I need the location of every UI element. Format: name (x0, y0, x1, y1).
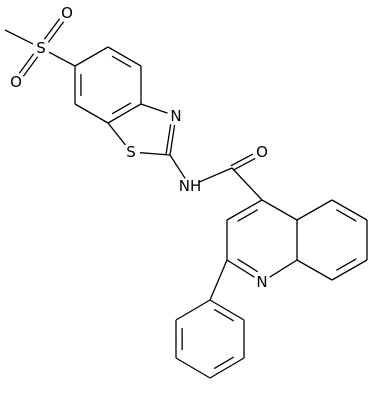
bond (169, 124, 176, 156)
bond (261, 199, 298, 221)
bond (22, 56, 39, 77)
bond (18, 53, 35, 74)
bonds (4, 18, 368, 379)
bond (213, 308, 235, 322)
atom-label: NH (179, 177, 202, 195)
bond (47, 21, 65, 43)
bond (296, 259, 333, 281)
bond (226, 259, 255, 278)
bond (198, 167, 233, 184)
atom-label: O (61, 4, 73, 22)
bond (213, 356, 235, 370)
bond (231, 167, 263, 201)
bond (74, 46, 109, 67)
bond (165, 124, 172, 155)
bond (209, 299, 245, 321)
bond (209, 259, 228, 301)
bond (139, 152, 171, 156)
atom-label: N (256, 273, 267, 291)
bond (335, 209, 357, 222)
bond (237, 209, 259, 222)
atom-label: S (36, 39, 46, 57)
atom-label: S (126, 143, 136, 161)
bond (140, 103, 168, 114)
bond (43, 18, 61, 40)
bond (111, 55, 132, 68)
bond (74, 103, 109, 124)
bond (335, 258, 357, 271)
bond (230, 153, 254, 167)
bond (48, 51, 76, 67)
bond (331, 199, 368, 221)
bond (107, 103, 142, 124)
bond (237, 258, 259, 273)
bond (169, 154, 186, 179)
atom-label: N (170, 107, 181, 125)
atom-label: O (256, 143, 268, 161)
bond (296, 199, 333, 221)
bond (226, 199, 263, 221)
bond (107, 46, 142, 67)
bond (209, 357, 245, 379)
bond (331, 259, 368, 281)
bond (175, 357, 211, 379)
bond (269, 259, 298, 278)
bond (107, 122, 126, 146)
atom-labels: S O O S N NH O N (10, 4, 268, 291)
bond (232, 157, 256, 171)
bond (111, 102, 132, 115)
bond (175, 299, 211, 321)
atom-label: O (10, 73, 22, 91)
bond (4, 29, 34, 45)
